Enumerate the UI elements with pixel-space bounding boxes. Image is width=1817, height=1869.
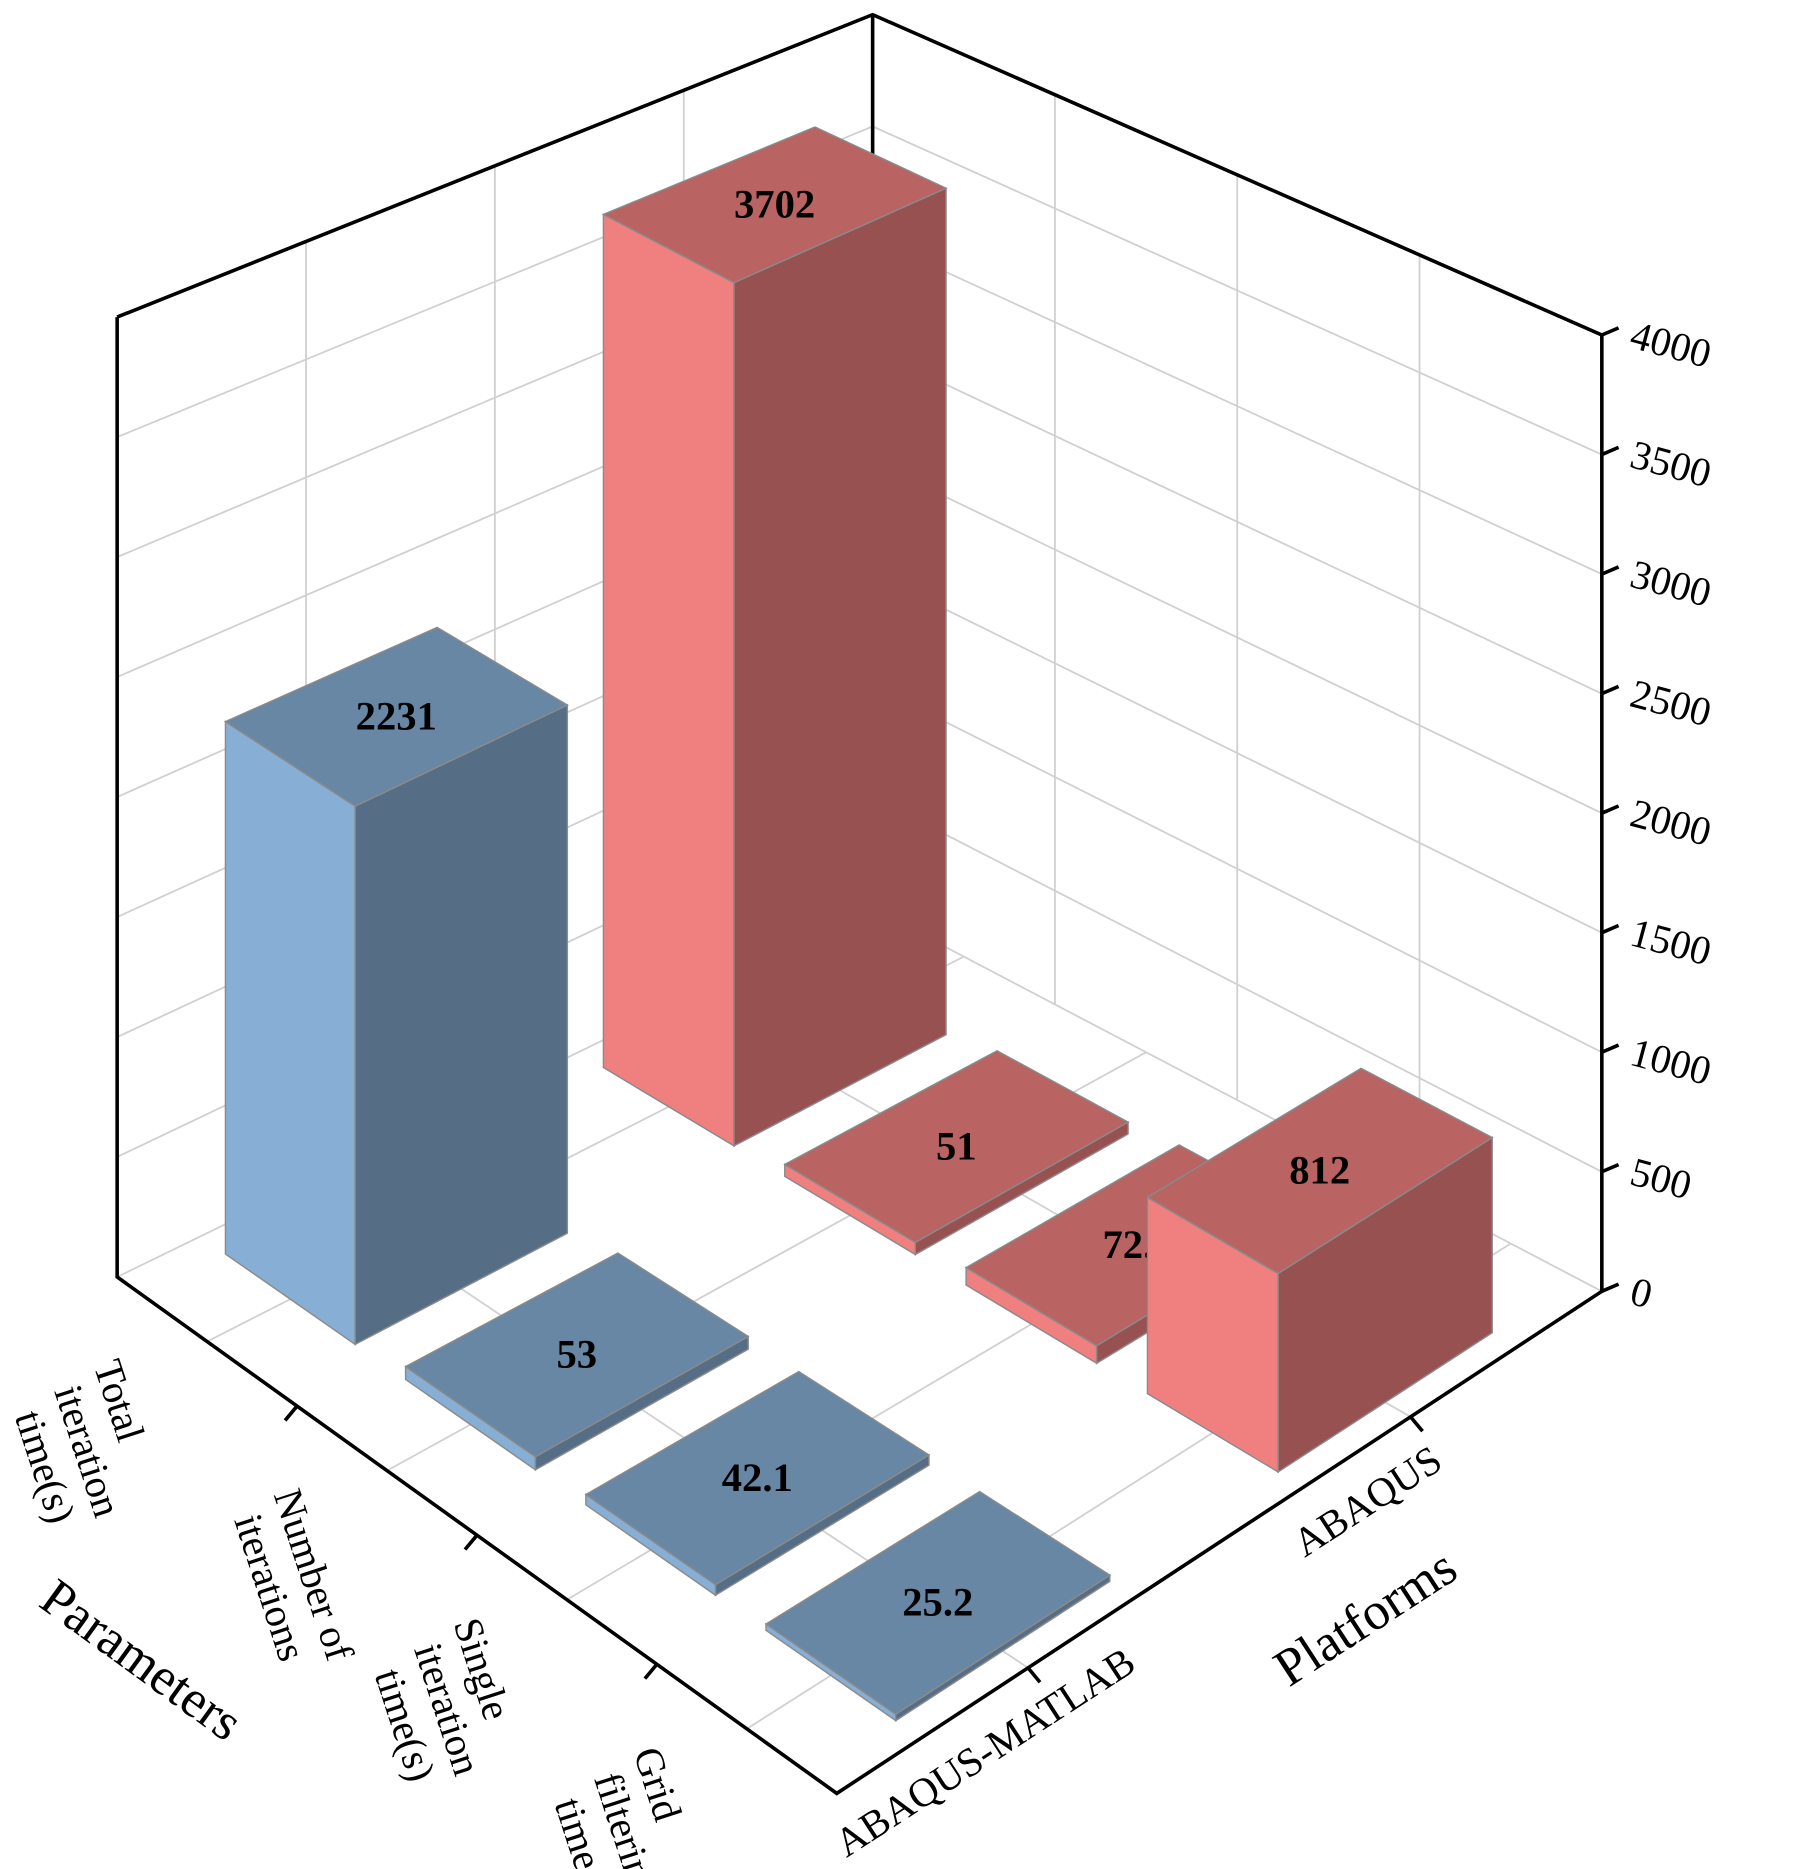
value-label: 51 bbox=[936, 1123, 977, 1168]
z-tick-label: 500 bbox=[1626, 1149, 1697, 1208]
value-label: 53 bbox=[556, 1332, 597, 1377]
bar-top bbox=[783, 1049, 1130, 1244]
bar bbox=[223, 626, 569, 1346]
x-tick bbox=[283, 1404, 299, 1422]
z-tick-label: 3500 bbox=[1626, 432, 1716, 496]
bar bbox=[404, 1252, 750, 1472]
x-axis-title: Parameters bbox=[30, 1568, 253, 1752]
x-tick-label: Number ofiterations bbox=[222, 1483, 363, 1680]
bar-top bbox=[601, 126, 948, 284]
value-label: 812 bbox=[1289, 1148, 1350, 1193]
bar-top bbox=[1146, 1067, 1494, 1275]
z-tick-label: 3000 bbox=[1626, 551, 1716, 615]
bar-front bbox=[602, 213, 735, 1148]
x-tick-label: Gridfilteringtime(s) bbox=[538, 1742, 711, 1869]
bar bbox=[783, 1049, 1130, 1256]
z-tick-label: 0 bbox=[1626, 1269, 1657, 1318]
z-tick bbox=[1601, 1162, 1620, 1174]
z-tick-label: 2500 bbox=[1626, 671, 1716, 735]
bar bbox=[601, 126, 948, 1148]
bar-front bbox=[224, 720, 356, 1346]
y-tick bbox=[1026, 1666, 1042, 1684]
x-tick-label: Totaliterationtime(s) bbox=[0, 1354, 173, 1536]
z-tick-label: 2000 bbox=[1626, 790, 1716, 854]
bar-top bbox=[584, 1370, 931, 1586]
bar-side bbox=[354, 703, 569, 1346]
z-tick-label: 1500 bbox=[1626, 910, 1716, 974]
z-tick bbox=[1601, 565, 1620, 576]
x-tick-label: Singleiterationtime(s) bbox=[358, 1613, 533, 1795]
bar-top bbox=[764, 1490, 1112, 1716]
y-axis-title: Platforms bbox=[1264, 1538, 1467, 1698]
bar-top bbox=[223, 626, 569, 808]
value-label: 42.1 bbox=[722, 1455, 793, 1500]
frame bbox=[115, 317, 1604, 1796]
z-tick bbox=[1601, 684, 1620, 696]
z-tick bbox=[1601, 804, 1620, 815]
bar-top bbox=[404, 1252, 750, 1458]
z-tick bbox=[1601, 1043, 1620, 1054]
z-tick-label: 4000 bbox=[1626, 312, 1716, 376]
bar bbox=[764, 1490, 1112, 1722]
value-label: 2231 bbox=[356, 693, 437, 738]
bar bbox=[1146, 1067, 1494, 1474]
value-label: 25.2 bbox=[902, 1580, 973, 1625]
bar bbox=[584, 1370, 931, 1597]
z-tick bbox=[1601, 1282, 1620, 1293]
z-tick bbox=[1601, 923, 1620, 935]
bar-side bbox=[733, 187, 947, 1148]
z-tick bbox=[1601, 445, 1620, 457]
x-tick bbox=[643, 1663, 659, 1680]
value-label: 3702 bbox=[734, 181, 815, 226]
z-tick-label: 1000 bbox=[1626, 1029, 1716, 1093]
x-tick bbox=[463, 1534, 479, 1551]
z-tick bbox=[1601, 326, 1620, 337]
y-tick bbox=[1409, 1415, 1424, 1433]
